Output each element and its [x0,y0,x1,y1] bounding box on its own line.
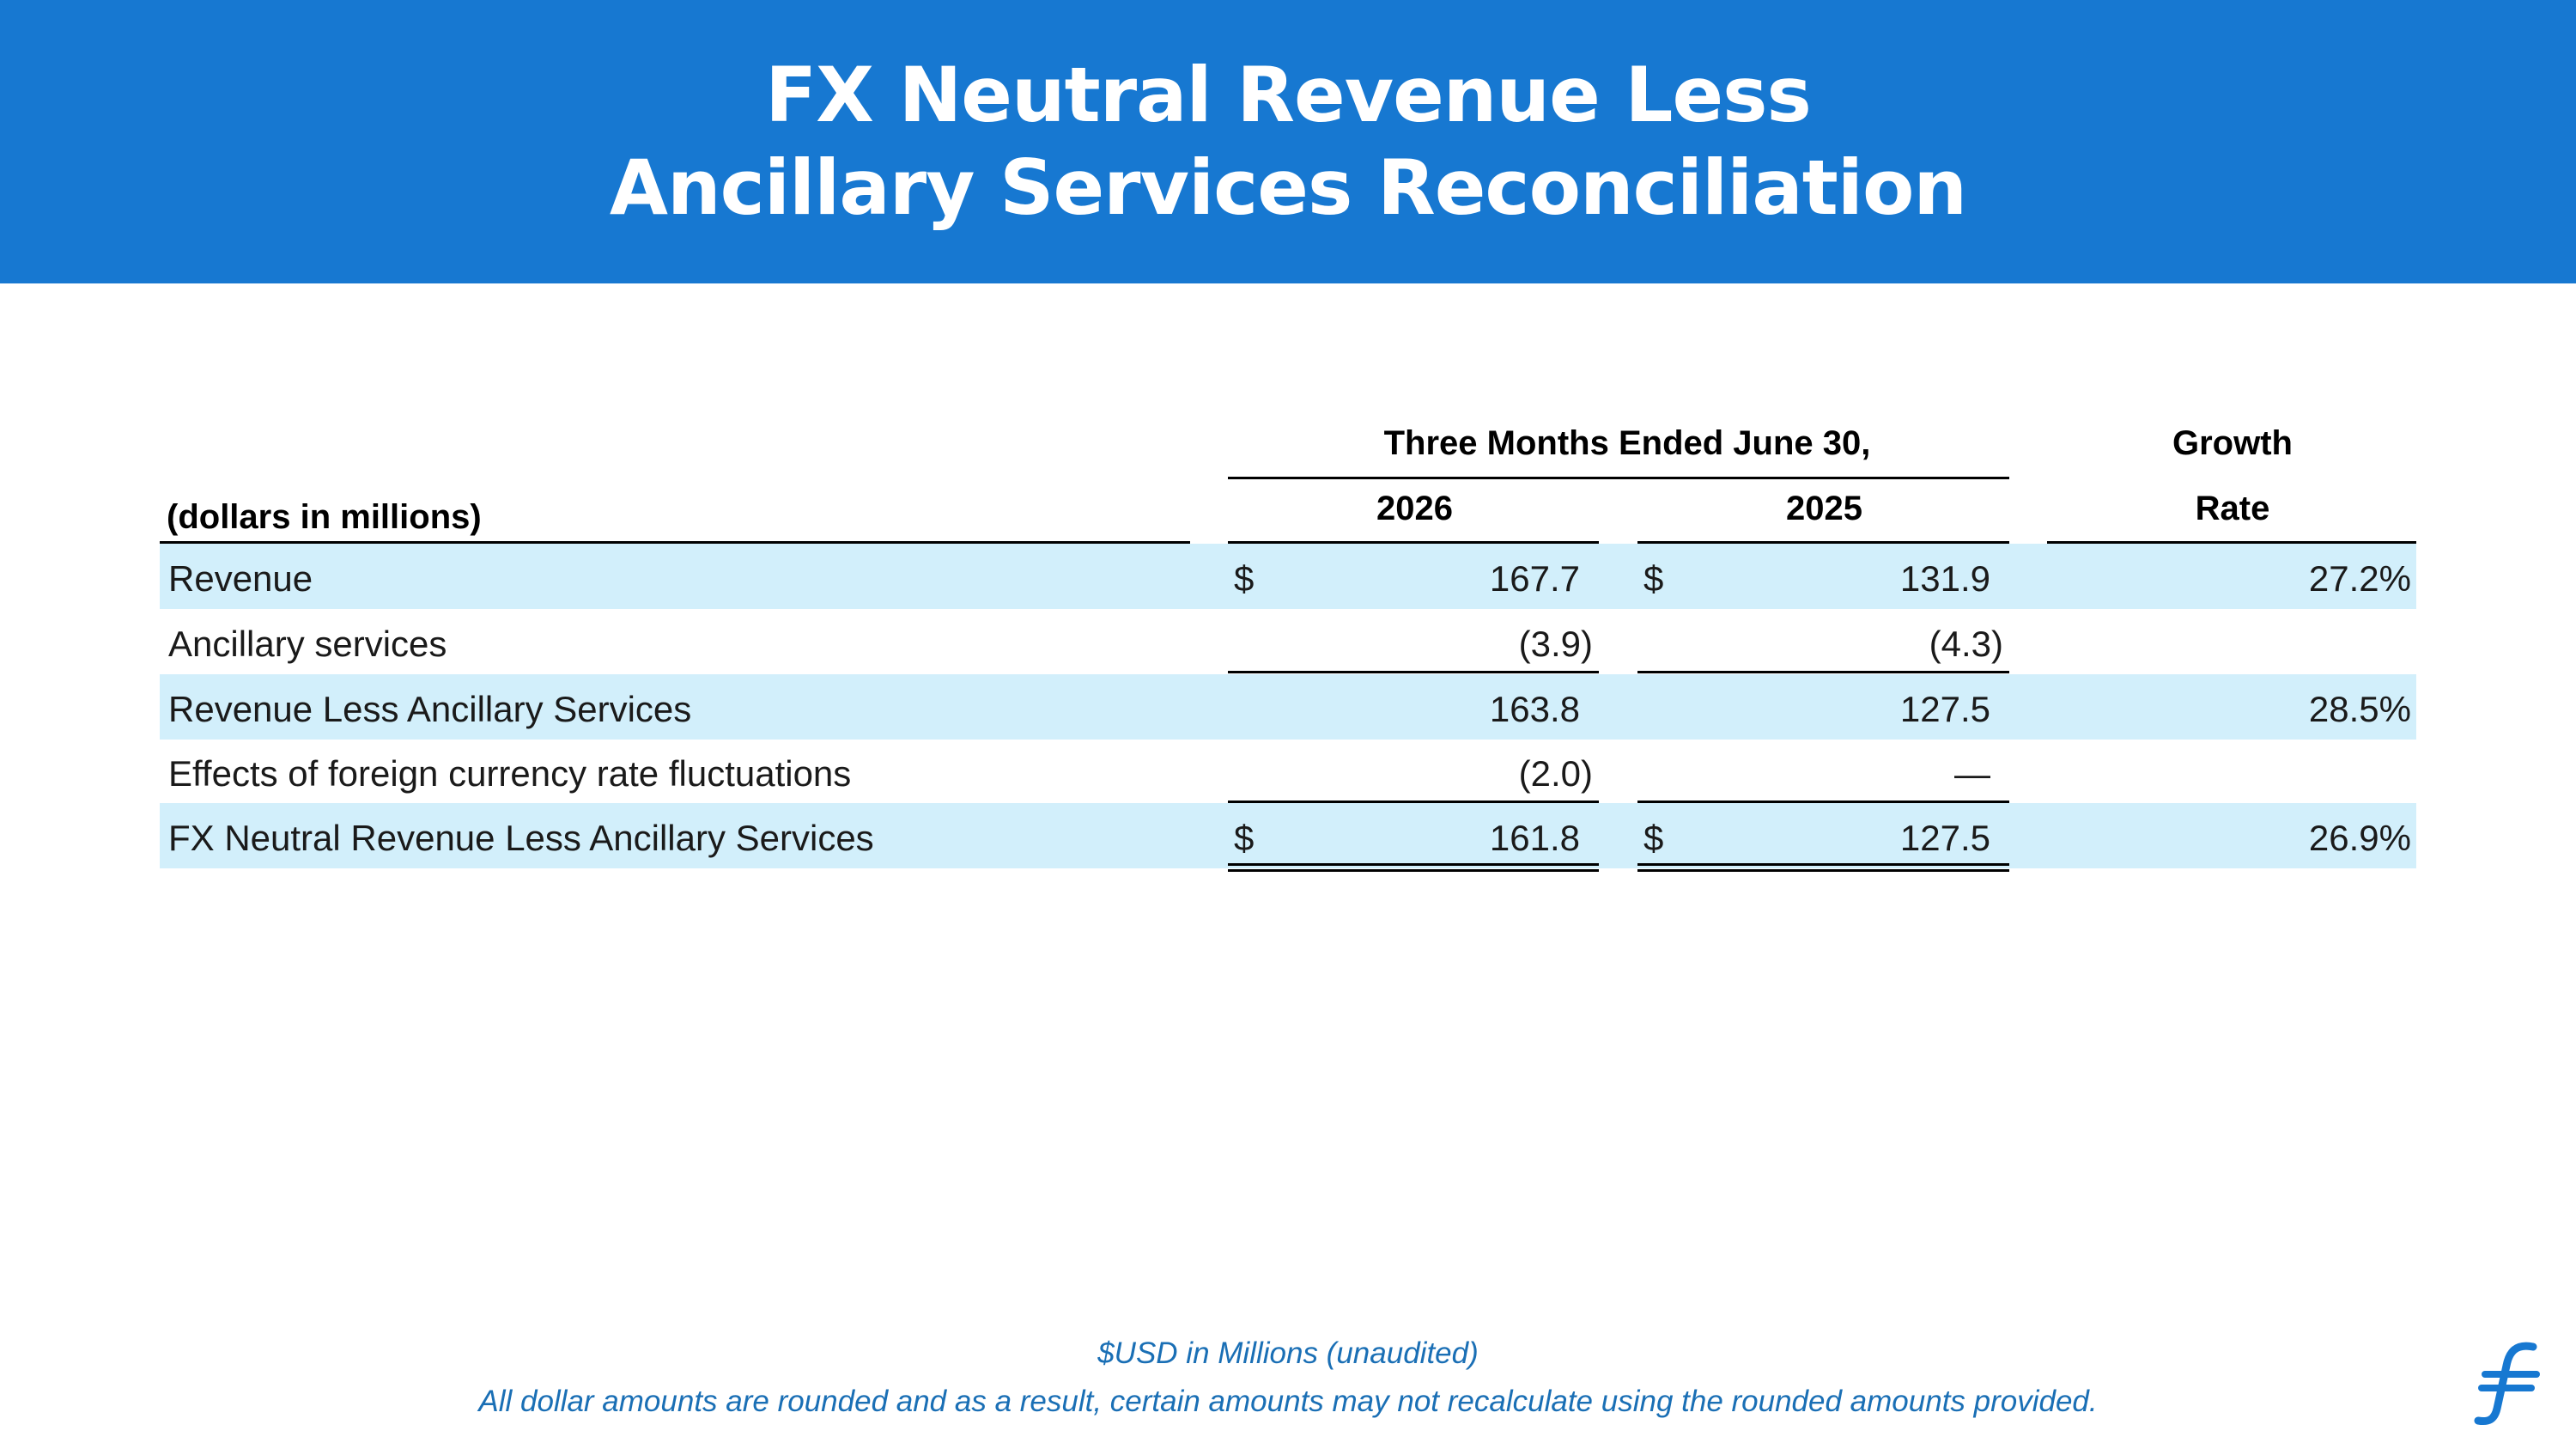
period-header: Three Months Ended June 30, [1383,424,1871,462]
value-2025: 127.5 [1899,818,1990,858]
footer-rounding-note: All dollar amounts are rounded and as a … [478,1385,2098,1418]
total-double-rule-2025 [1637,869,2009,872]
row-label-fx-effects: Effects of foreign currency rate fluctua… [168,753,852,794]
currency-symbol: $ [1643,818,1664,858]
currency-symbol: $ [1234,558,1255,599]
value-2026: 167.7 [1489,558,1580,599]
row-label-fx-neutral: FX Neutral Revenue Less Ancillary Servic… [168,818,874,858]
label-header-rule [160,541,1190,544]
growth-rate: 28.5% [2308,689,2411,729]
period-header-rule [1228,477,2009,479]
value-2025: 131.9 [1899,558,1990,599]
growth-header-rule [2047,541,2416,544]
year-2026-rule [1228,541,1599,544]
subtotal-rule-2026 [1228,671,1599,673]
year-2025-rule [1637,541,2009,544]
row-label-revenue: Revenue [168,558,313,599]
subtotal-rule-2025 [1637,671,2009,673]
title-banner: FX Neutral Revenue Less Ancillary Servic… [0,0,2576,283]
row-label-revenue-less-ancillary: Revenue Less Ancillary Services [168,689,692,729]
growth-header-line1: Growth [2172,424,2293,462]
value-2026: 161.8 [1489,818,1580,858]
slide-title-line1: FX Neutral Revenue Less [765,51,1812,139]
row-band-revenue-less-ancillary [160,674,2416,740]
row-label-ancillary: Ancillary services [168,624,447,664]
currency-symbol: $ [1234,818,1255,858]
value-2026: (2.0) [1518,753,1593,794]
flywire-logo-icon [2474,1342,2540,1426]
growth-rate: 26.9% [2308,818,2411,858]
slide-title-line2: Ancillary Services Reconciliation [609,143,1967,232]
row-band-revenue [160,544,2416,609]
total-double-rule-2025 [1637,863,2009,866]
currency-symbol: $ [1643,558,1664,599]
value-2026: (3.9) [1518,624,1593,664]
reconciliation-table: Three Months Ended June 30, Growth 2026 … [160,424,2416,872]
label-header: (dollars in millions) [167,498,482,536]
growth-rate: 27.2% [2308,558,2411,599]
year-2025-header: 2025 [1786,490,1862,527]
subtotal-rule-2026 [1228,801,1599,803]
growth-header-line2: Rate [2195,490,2270,527]
value-2025: — [1954,753,1990,794]
value-2025: 127.5 [1899,689,1990,729]
row-band-fx-neutral [160,803,2416,868]
subtotal-rule-2025 [1637,801,2009,803]
value-2026: 163.8 [1489,689,1580,729]
total-double-rule-2026 [1228,863,1599,866]
footer-units-note: $USD in Millions (unaudited) [1097,1336,1479,1370]
year-2026-header: 2026 [1376,490,1453,527]
value-2025: (4.3) [1929,624,2003,664]
total-double-rule-2026 [1228,869,1599,872]
